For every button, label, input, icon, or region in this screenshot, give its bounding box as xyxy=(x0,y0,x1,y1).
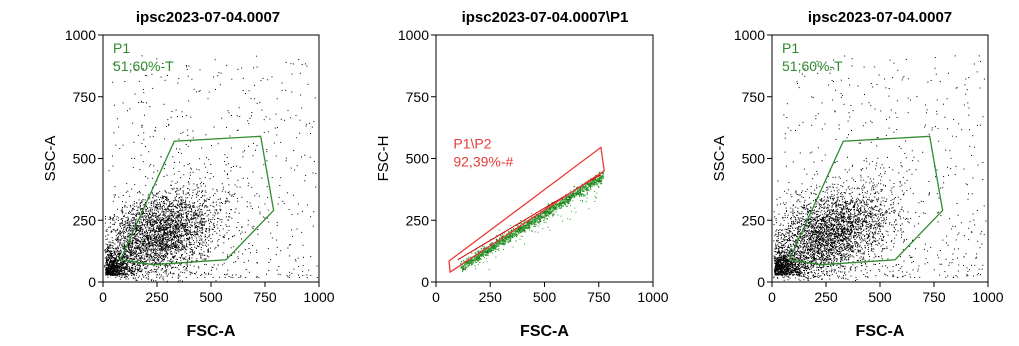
event-dots xyxy=(773,55,987,281)
scatter-panel-1: P1 51;60%-T 0 250 500 750 1000 0 250 500 750 1000 ip… xyxy=(42,9,335,340)
x-tick-label: 750 xyxy=(253,289,277,305)
x-tick-label: 0 xyxy=(768,289,776,305)
x-tick-label: 500 xyxy=(533,289,557,305)
y-tick-label: 1000 xyxy=(734,27,765,43)
y-tick-label: 0 xyxy=(757,274,765,290)
x-tick-label: 750 xyxy=(587,289,611,305)
gate-name-label: P1 xyxy=(782,40,799,56)
gate-stat-label: 92,39%-# xyxy=(453,154,513,170)
y-tick-label: 1000 xyxy=(65,27,96,43)
y-tick-label: 750 xyxy=(73,89,97,105)
plot-area xyxy=(771,34,989,283)
y-tick-label: 750 xyxy=(406,89,430,105)
y-tick-label: 0 xyxy=(88,274,96,290)
y-tick-label: 500 xyxy=(742,151,766,167)
y-tick-label: 500 xyxy=(73,151,97,167)
x-tick-label: 250 xyxy=(814,289,838,305)
x-axis-title: FSC-A xyxy=(520,323,569,340)
plot-title: ipsc2023-07-04.0007 xyxy=(136,9,280,26)
x-tick-label: 0 xyxy=(99,289,107,305)
gate-stat-label: 51;60%-T xyxy=(113,58,174,74)
scatter-panel-3: P1 51;60%-T 0 250 500 750 1000 0 250 500 750 1000 ip… xyxy=(711,9,1004,340)
x-axis-title: FSC-A xyxy=(187,323,236,340)
y-tick-label: 250 xyxy=(73,212,97,228)
plot-title: ipsc2023-07-04.0007\P1 xyxy=(462,9,629,26)
gate-name-label: P1\P2 xyxy=(453,136,491,152)
y-tick-label: 1000 xyxy=(398,27,429,43)
y-tick-label: 250 xyxy=(742,212,766,228)
x-tick-label: 250 xyxy=(479,289,503,305)
scatter-panel-2: P1\P2 92,39%-# 0 250 500 750 1000 0 250 500 750 100… xyxy=(375,9,669,340)
y-tick-label: 750 xyxy=(742,89,766,105)
x-tick-label: 500 xyxy=(868,289,892,305)
plot-title: ipsc2023-07-04.0007 xyxy=(808,9,952,26)
gate-stat-label: 51;60%-T xyxy=(782,58,843,74)
y-axis-title: SSC-A xyxy=(711,136,728,182)
gate-polygon[interactable] xyxy=(448,146,605,274)
x-tick-label: 0 xyxy=(432,289,440,305)
gate-polygon[interactable] xyxy=(788,135,944,266)
x-tick-label: 750 xyxy=(922,289,946,305)
x-tick-label: 500 xyxy=(199,289,223,305)
x-tick-label: 1000 xyxy=(303,289,334,305)
x-tick-label: 1000 xyxy=(972,289,1003,305)
x-axis-title: FSC-A xyxy=(856,323,905,340)
x-tick-label: 250 xyxy=(145,289,169,305)
y-tick-label: 500 xyxy=(406,151,430,167)
x-tick-label: 1000 xyxy=(637,289,668,305)
y-axis-title: SSC-A xyxy=(42,136,59,182)
gate-polygon[interactable] xyxy=(119,135,275,266)
y-tick-label: 250 xyxy=(406,212,430,228)
y-axis-title: FSC-H xyxy=(375,136,392,182)
y-tick-label: 0 xyxy=(421,274,429,290)
event-dots xyxy=(460,171,605,272)
gate-name-label: P1 xyxy=(113,40,130,56)
plot-area xyxy=(435,34,654,283)
